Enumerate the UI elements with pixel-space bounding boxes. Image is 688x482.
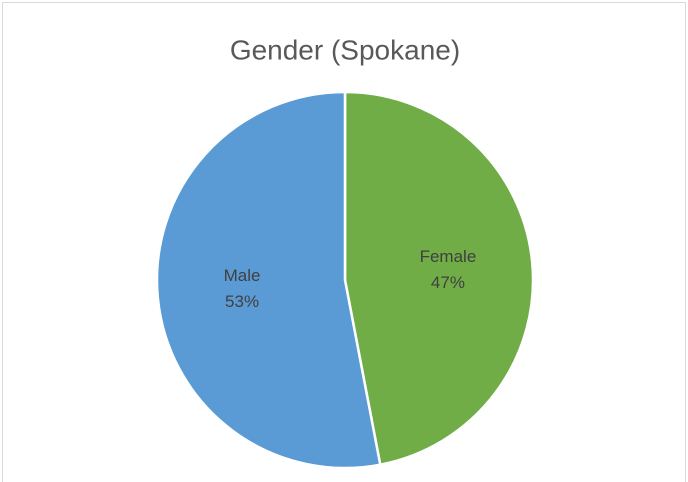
- slice-category-label: Female: [420, 247, 477, 266]
- chart-title: Gender (Spokane): [230, 34, 460, 65]
- slice-value-label: 53%: [225, 292, 259, 311]
- slice-category-label: Male: [224, 266, 261, 285]
- slice-value-label: 47%: [431, 273, 465, 292]
- pie-slice: [343, 90, 535, 467]
- pie-slice: [155, 90, 382, 470]
